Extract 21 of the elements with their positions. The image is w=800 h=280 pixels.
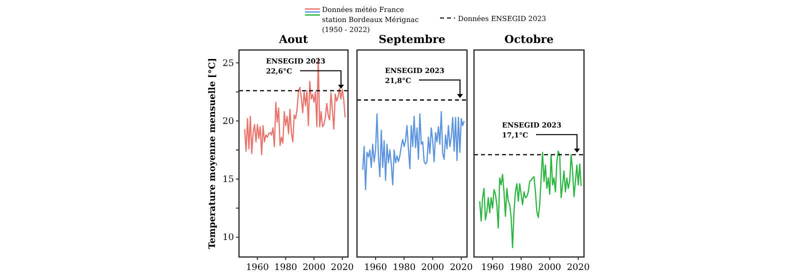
x-tick-label: 1960	[246, 263, 270, 273]
y-axis-title: Temperature moyenne mensuelle [°C]	[208, 58, 218, 250]
x-tick-label: 2020	[566, 263, 590, 273]
x-tick-label: 1960	[481, 263, 504, 273]
x-tick-label: 2000	[421, 263, 444, 273]
x-tick-label: 2000	[538, 263, 562, 273]
chart-title: Aout	[278, 33, 309, 46]
x-tick-label: 1960	[364, 263, 388, 273]
x-tick-label: 2000	[302, 263, 326, 273]
x-tick-label: 2020	[330, 263, 354, 273]
x-tick-label: 1980	[274, 263, 298, 273]
line-series	[244, 58, 346, 156]
x-tick-label: 1980	[392, 263, 416, 273]
y-tick-label: 15	[222, 175, 234, 186]
x-tick-label: 2020	[450, 263, 474, 273]
chart-title: Octobre	[504, 33, 554, 46]
x-tick-label: 1980	[510, 263, 533, 273]
y-tick-label: 25	[222, 58, 234, 69]
y-tick-label: 20	[222, 116, 234, 127]
y-tick-label: 10	[222, 233, 234, 244]
chart-title: Septembre	[378, 33, 446, 46]
